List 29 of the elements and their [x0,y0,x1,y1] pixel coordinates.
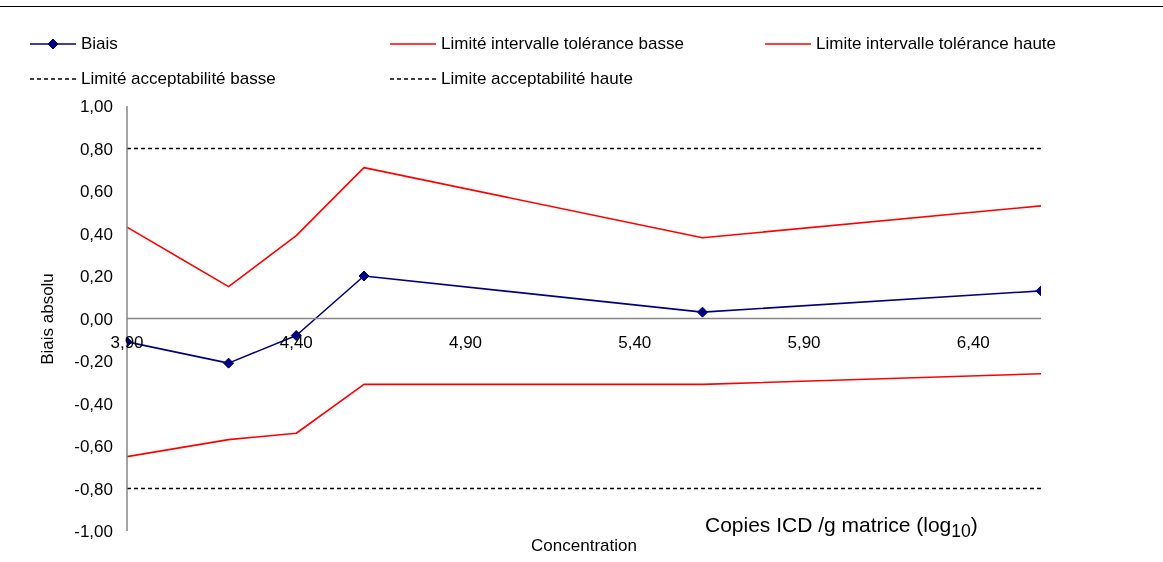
line-series [127,166,1041,288]
x-tick-label: 4,40 [279,332,313,352]
y-tick-label: -1,00 [74,522,113,542]
y-tick-label: 1,00 [79,97,113,117]
point [358,270,370,282]
legend-label: Limite intervalle tolérance haute [816,34,1057,54]
x-axis-title: Concentration [531,536,637,555]
legend-label: Biais [81,34,118,54]
legend-label: Limité intervalle tolérance basse [441,34,684,54]
point [223,357,235,369]
point [696,306,708,318]
y-tick-label: -0,20 [74,352,113,372]
y-tick-label: 0,40 [79,224,113,244]
x-tick-label: 5,40 [618,332,652,352]
y-tick-label: 0,60 [79,182,113,202]
y-tick-label: 0,20 [79,267,113,287]
x-tick-label: 4,90 [448,332,483,352]
y-axis-title: Biais absolu [38,272,58,365]
y-tick-label: -0,40 [74,394,113,414]
legend-label: Limite acceptabilité haute [441,69,633,89]
x-tick-label: 6,40 [956,332,990,352]
y-tick-label: -0,80 [74,479,113,499]
legend-label: Limité acceptabilité basse [81,69,276,89]
annotation: Copies ICD /g matrice (log$_{10}$) [705,513,978,543]
x-tick-label: 5,90 [787,332,821,352]
line-series [127,372,1041,458]
y-tick-label: 0,80 [79,139,113,159]
y-tick-label: -0,60 [74,437,113,457]
y-tick-label: 0,00 [79,309,113,329]
